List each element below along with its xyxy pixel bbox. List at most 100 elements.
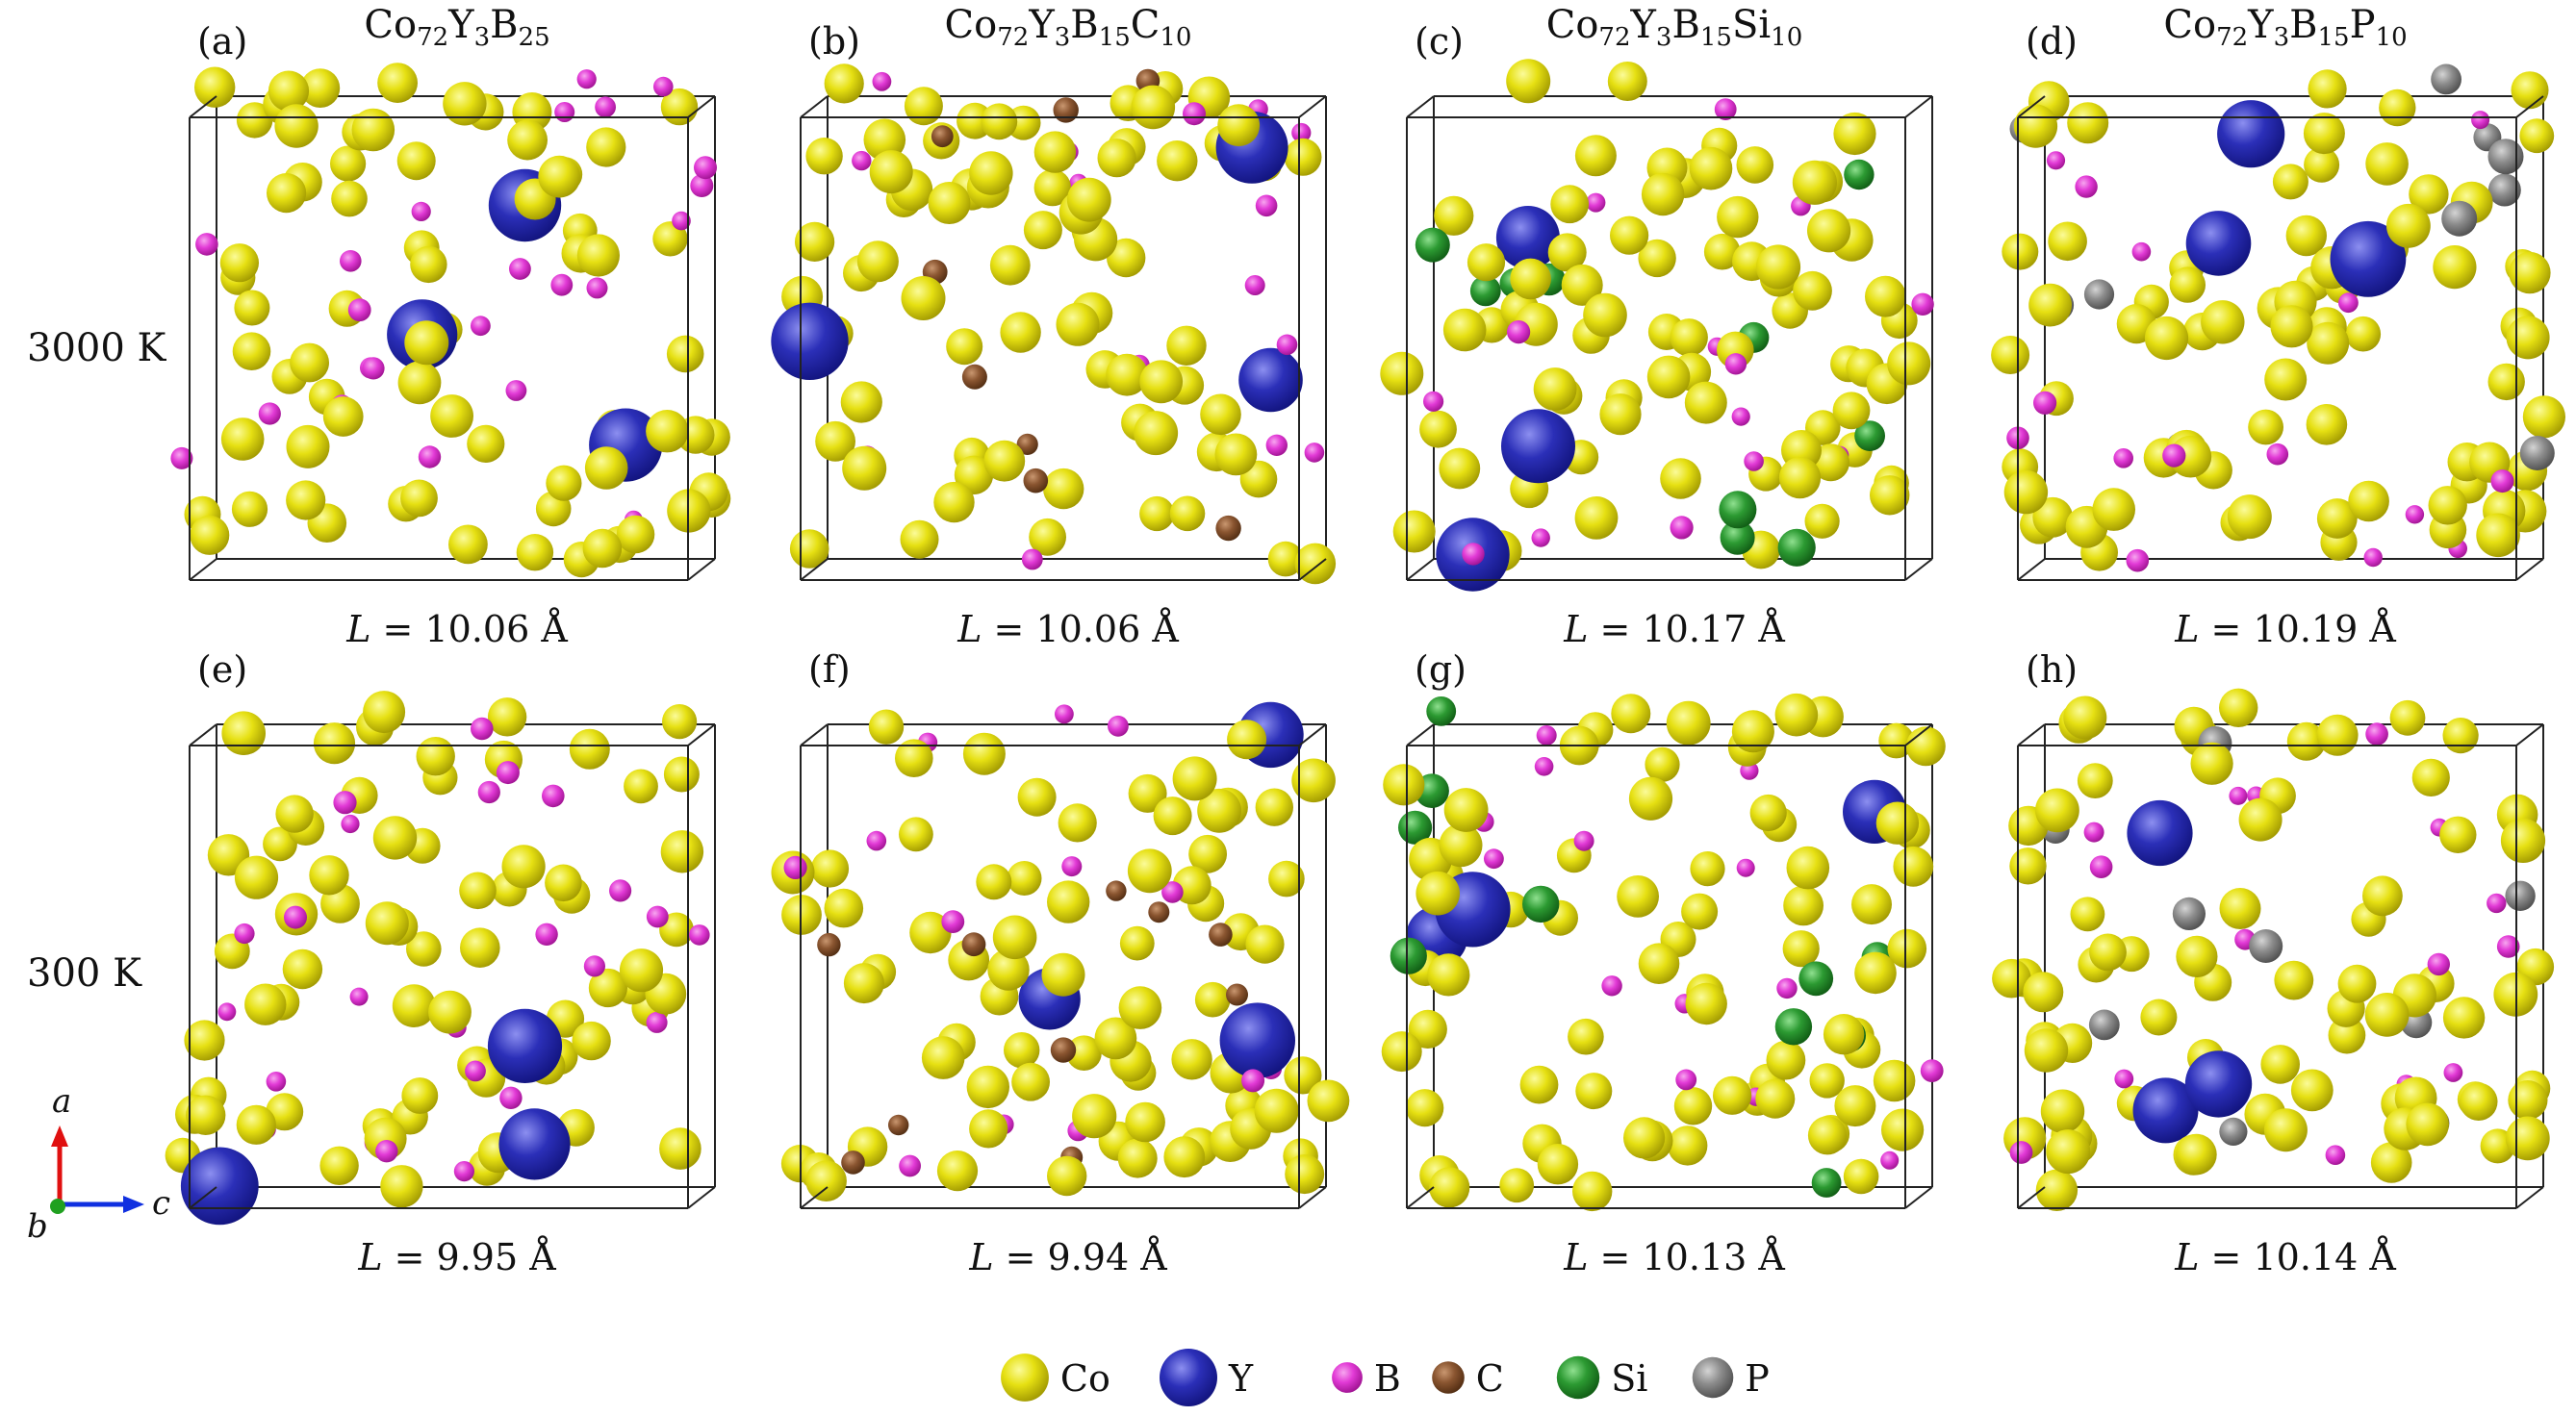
atom-co (1607, 62, 1647, 101)
atom-co (2219, 888, 2261, 929)
atom-co (1429, 1167, 1470, 1208)
atom-co (1755, 1078, 1796, 1119)
atom-co (1870, 475, 1910, 516)
atom-b (542, 784, 565, 808)
atom-co (1823, 1014, 1865, 1055)
atom-co (236, 102, 273, 139)
atom-co (1519, 1065, 1559, 1104)
atom-co (1245, 924, 1285, 964)
atom-co (234, 855, 279, 899)
atom-co (2272, 164, 2308, 200)
box-length-value: = 10.06 Å (982, 608, 1179, 650)
atom-co (1406, 1089, 1444, 1127)
panel-label: (a) (197, 20, 248, 63)
atom-b (866, 830, 887, 851)
legend-atom-p (1692, 1356, 1734, 1399)
atom-b (1241, 1069, 1265, 1093)
atom-co (1807, 1116, 1848, 1155)
atom-c (817, 932, 841, 957)
atom-co (1684, 381, 1727, 424)
atom-b (586, 277, 608, 299)
atom-b (2338, 292, 2359, 314)
atom-b (234, 923, 255, 945)
atom-co (2505, 1116, 2550, 1161)
atom-b (1573, 830, 1594, 851)
atom-co (1285, 1154, 1325, 1195)
atom-co (392, 984, 436, 1027)
atom-co (992, 915, 1037, 960)
atom-y (2185, 211, 2252, 276)
atom-si (1798, 961, 1834, 997)
atom-si (1720, 519, 1755, 555)
formula-element: P (2349, 3, 2376, 47)
atom-b (465, 1060, 486, 1082)
atom-b (453, 1161, 474, 1182)
atom-co (1056, 302, 1100, 346)
atom-co (1736, 146, 1774, 184)
atom-c (1215, 515, 1241, 542)
atom-co (2476, 513, 2520, 558)
atom-co (2270, 305, 2313, 348)
atom-co (1307, 1079, 1350, 1123)
atom-co (2201, 300, 2245, 344)
cell-edge-side (189, 558, 217, 581)
atom-b (2083, 822, 2104, 843)
atom-co (659, 912, 694, 948)
legend-atom-c (1432, 1361, 1465, 1394)
atom-co (2248, 409, 2283, 445)
formula-subscript: 15 (2317, 23, 2350, 52)
atom-b (340, 250, 362, 272)
cell-edge-side (1298, 1186, 1327, 1209)
atom-b (362, 357, 385, 380)
formula-subscript: 3 (1054, 23, 1071, 52)
atom-y (771, 302, 849, 380)
atom-co (921, 1036, 965, 1079)
atom-co (516, 534, 554, 571)
atom-co (1153, 796, 1192, 836)
atom-b (1265, 434, 1288, 456)
atom-co (1214, 433, 1258, 476)
atom-b (1108, 715, 1129, 737)
atom-co (331, 180, 368, 217)
atom-co (2316, 498, 2358, 539)
atom-co (1284, 1056, 1322, 1095)
atom-co (397, 361, 442, 405)
atom-y (2132, 1077, 2199, 1144)
cell-edge-side (800, 723, 829, 746)
atom-b (535, 923, 558, 946)
atom-co (377, 63, 418, 103)
atom-co (220, 417, 265, 461)
box-length-label: L = 10.13 Å (1564, 1239, 1785, 1276)
cell-edge-side (2017, 95, 2046, 118)
formula-element: Y (1029, 3, 1055, 47)
atom-b (2471, 111, 2490, 130)
atom-co (1731, 710, 1774, 753)
atom-y (1238, 347, 1303, 413)
atom-b (509, 258, 531, 280)
atom-co (2013, 104, 2058, 148)
formula-subscript: 3 (1655, 23, 1672, 52)
formula-subscript: 10 (2375, 23, 2408, 52)
a-axis-head (51, 1125, 68, 1147)
atom-co (843, 963, 884, 1004)
atom-b (2009, 1141, 2033, 1164)
atom-co (1572, 1171, 1613, 1212)
atom-co (1416, 871, 1460, 916)
atom-co (863, 118, 906, 162)
cell-edge-side (1298, 95, 1327, 118)
atom-co (824, 63, 864, 104)
box-length-value: = 10.19 Å (2199, 608, 2396, 650)
atom-co (406, 931, 442, 967)
atom-co (946, 328, 983, 366)
atom-co (810, 849, 850, 888)
atom-co (987, 948, 1030, 991)
atom-b (1244, 275, 1265, 295)
atom-b (1724, 353, 1747, 375)
atom-co (467, 424, 505, 463)
atom-co (443, 82, 487, 126)
box-length-symbol: L (1564, 608, 1589, 650)
atom-co (584, 446, 628, 490)
atom-co (1670, 318, 1708, 357)
atom-co (2003, 469, 2049, 515)
atom-co (1029, 518, 1066, 556)
